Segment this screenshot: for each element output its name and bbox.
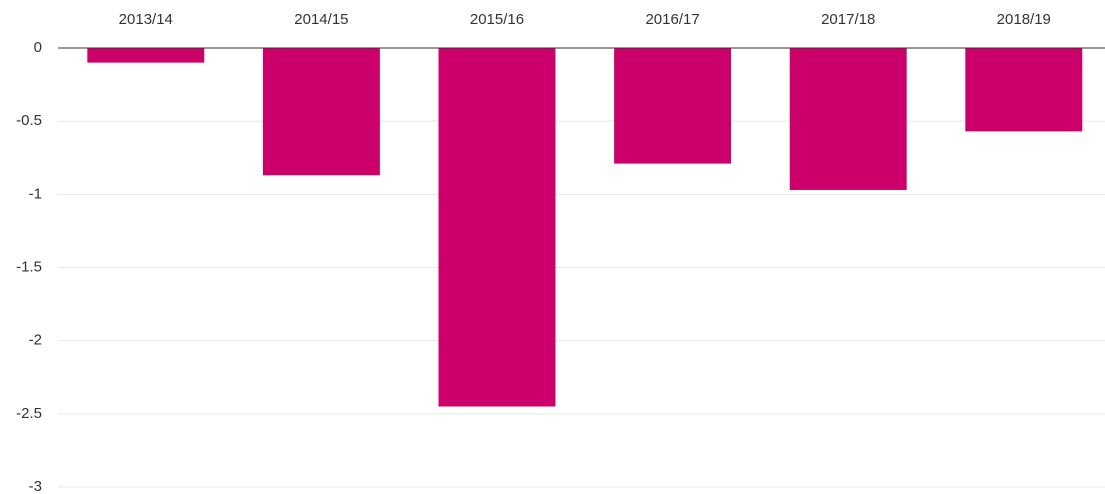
x-tick-label: 2017/18 <box>821 11 875 28</box>
x-tick-label: 2014/15 <box>294 11 348 28</box>
y-tick-label: 0 <box>34 39 42 56</box>
y-tick-label: -3 <box>29 478 42 494</box>
y-tick-label: -2.5 <box>16 405 42 422</box>
y-tick-label: -2 <box>29 332 42 349</box>
bar <box>87 48 205 63</box>
x-tick-label: 2015/16 <box>470 11 524 28</box>
bar <box>262 48 380 176</box>
bar <box>614 48 732 164</box>
y-tick-label: -1.5 <box>16 258 42 275</box>
x-tick-label: 2013/14 <box>119 11 173 28</box>
y-tick-label: -1 <box>29 185 42 202</box>
bar <box>438 48 556 407</box>
x-tick-label: 2016/17 <box>645 11 699 28</box>
bar <box>965 48 1083 132</box>
x-tick-label: 2018/19 <box>997 11 1051 28</box>
y-tick-label: -0.5 <box>16 112 42 129</box>
bar <box>789 48 907 190</box>
